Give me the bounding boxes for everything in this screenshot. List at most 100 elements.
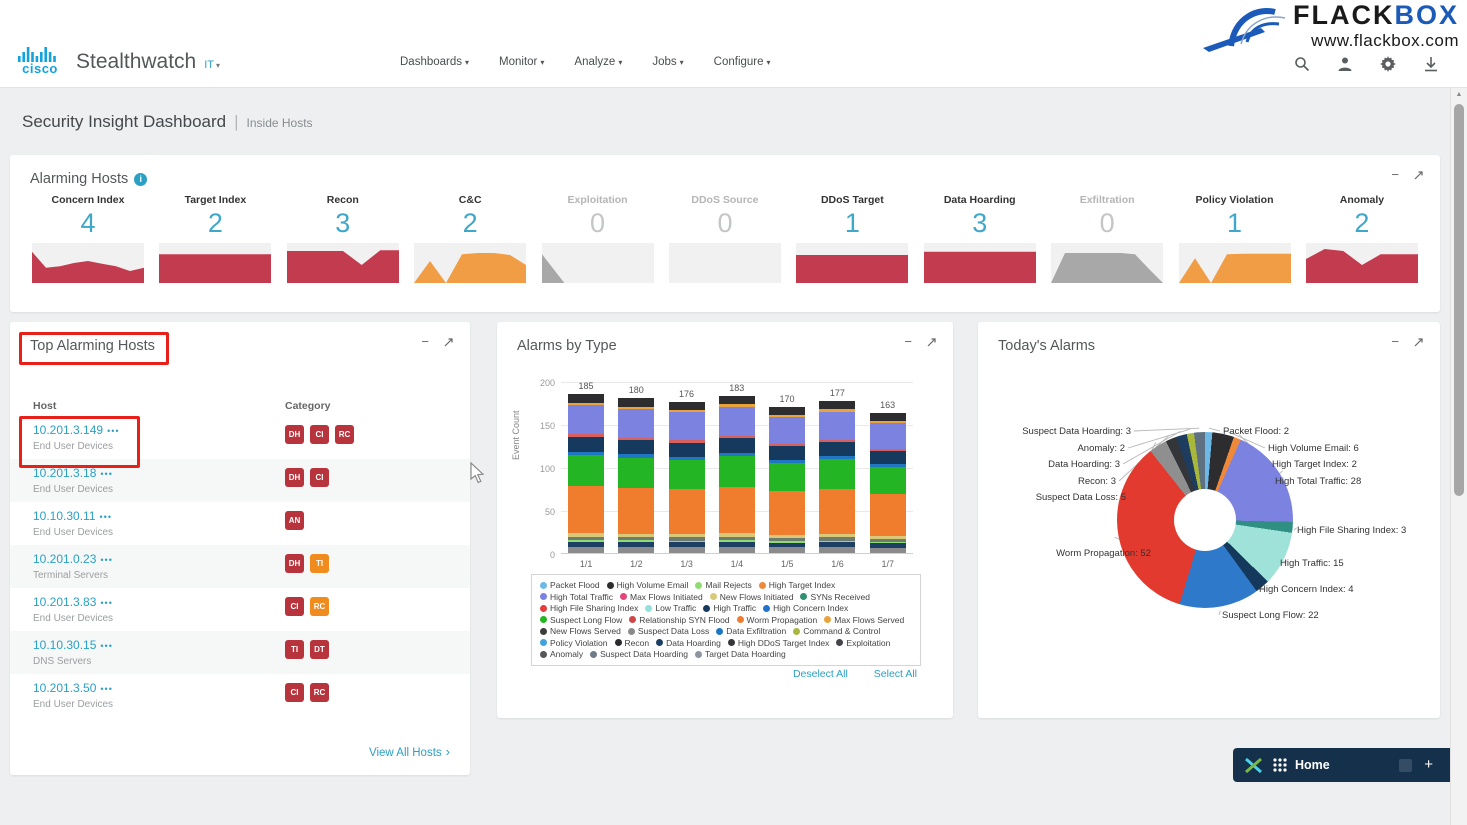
host-ip-link[interactable]: 10.10.30.11 [33,509,96,523]
legend-item[interactable]: Suspect Data Hoarding [590,649,688,659]
legend-item[interactable]: High Total Traffic [540,592,613,602]
host-ip-link[interactable]: 10.201.0.23 [33,552,97,566]
bar-segment [769,414,806,418]
host-ip-link[interactable]: 10.201.3.149 [33,423,104,437]
legend-item[interactable]: Max Flows Served [824,615,904,625]
legend-item[interactable]: High Traffic [703,603,756,613]
bar-segment [769,491,806,535]
legend-item[interactable]: New Flows Served [540,626,621,636]
category-sparkline [1051,243,1164,283]
x-tick-label: 1/4 [730,559,744,569]
legend-item[interactable]: New Flows Initiated [709,592,793,602]
scroll-up-arrow[interactable]: ▲ [1455,91,1463,98]
category-count[interactable]: 2 [1354,208,1370,238]
legend-item[interactable]: Target Data Hoarding [694,649,786,659]
nav-item-analyze[interactable]: Analyze ▾ [574,56,622,68]
host-more-menu[interactable]: ••• [100,641,113,651]
minimize-icon[interactable]: − [904,334,912,349]
category-count[interactable]: 2 [462,208,478,238]
expand-icon[interactable] [1413,170,1424,181]
nav-item-jobs[interactable]: Jobs ▾ [652,56,683,68]
legend-item[interactable]: Data Exfiltration [716,626,786,636]
badge-dh[interactable]: DH [285,554,304,573]
host-ip-link[interactable]: 10.201.3.83 [33,595,97,609]
host-more-menu[interactable]: ••• [100,555,113,565]
badge-ti[interactable]: TI [285,640,304,659]
legend-item[interactable]: Suspect Data Loss [627,626,709,636]
badge-dh[interactable]: DH [285,468,304,487]
deselect-all-link[interactable]: Deselect All [792,668,848,680]
expand-icon[interactable] [443,337,454,348]
search-icon[interactable] [1294,56,1310,72]
badge-rc[interactable]: RC [335,425,354,444]
badge-ci[interactable]: CI [310,468,329,487]
host-more-menu[interactable]: ••• [100,469,113,479]
legend-item[interactable]: Mail Rejects [695,580,752,590]
nav-item-configure[interactable]: Configure ▾ [714,56,771,68]
legend-item[interactable]: Anomaly [540,649,583,659]
download-icon[interactable] [1423,56,1439,72]
badge-dh[interactable]: DH [285,425,304,444]
legend-item[interactable]: High Volume Email [606,580,688,590]
legend-item[interactable]: Command & Control [793,626,880,636]
expand-icon[interactable] [926,337,937,348]
legend-item[interactable]: Max Flows Initiated [620,592,703,602]
plus-icon[interactable]: + [1424,756,1433,773]
legend-item[interactable]: Worm Propagation [736,615,817,625]
host-more-menu[interactable]: ••• [99,512,112,522]
host-more-menu[interactable]: ••• [100,598,113,608]
view-all-hosts-link[interactable]: View All Hosts › [369,744,450,759]
gear-icon[interactable] [1380,56,1396,72]
select-all-link[interactable]: Select All [873,668,917,680]
legend-item[interactable]: Suspect Long Flow [540,615,622,625]
legend-item[interactable]: Packet Flood [540,580,600,590]
legend-item[interactable]: Recon [614,638,649,648]
legend-item[interactable]: Policy Violation [540,638,608,648]
host-more-menu[interactable]: ••• [107,426,120,436]
category-count[interactable]: 4 [80,208,96,238]
legend-item[interactable]: High File Sharing Index [540,603,638,613]
host-ip-link[interactable]: 10.10.30.15 [33,638,97,652]
badge-rc[interactable]: RC [310,597,329,616]
legend-item[interactable]: High Concern Index [763,603,848,613]
category-count[interactable]: 2 [207,208,223,238]
scrollbar[interactable]: ▲ [1450,88,1467,825]
badge-ci[interactable]: CI [285,597,304,616]
host-more-menu[interactable]: ••• [100,684,113,694]
legend-item[interactable]: Data Hoarding [656,638,721,648]
info-icon[interactable]: i [134,173,148,186]
badge-ti[interactable]: TI [310,554,329,573]
legend-item[interactable]: Low Traffic [645,603,696,613]
host-ip-link[interactable]: 10.201.3.18 [33,466,97,480]
minimize-icon[interactable]: − [1391,167,1399,182]
scrollbar-thumb[interactable] [1454,104,1464,496]
category-count[interactable]: 1 [844,208,860,238]
domain-selector[interactable]: IT ▾ [204,59,220,74]
legend-item[interactable]: High DDoS Target Index [727,638,829,648]
badge-dt[interactable]: DT [310,640,329,659]
host-row: 10.201.3.83 ••• End User Devices CI RC [10,588,470,631]
pie-label-high-target-index: High Target Index: 2 [1272,459,1357,470]
category-count[interactable]: 3 [972,208,988,238]
category-count[interactable]: 3 [335,208,351,238]
badge-rc[interactable]: RC [310,683,329,702]
minimize-icon[interactable]: − [421,334,429,349]
taskbar-home-label[interactable]: Home [1295,758,1330,772]
app-grid-icon[interactable] [1273,758,1287,772]
nav-item-dashboards[interactable]: Dashboards ▾ [400,56,469,68]
expand-icon[interactable] [1413,337,1424,348]
minimize-icon[interactable]: − [1391,334,1399,349]
legend-item[interactable]: SYNs Received [800,592,870,602]
legend-item[interactable]: High Target Index [758,580,835,590]
user-icon[interactable] [1337,56,1353,72]
app-x-icon[interactable] [1245,757,1262,773]
bar-segment [819,542,856,548]
badge-ci[interactable]: CI [285,683,304,702]
category-count[interactable]: 1 [1227,208,1243,238]
nav-item-monitor[interactable]: Monitor ▾ [499,56,544,68]
host-ip-link[interactable]: 10.201.3.50 [33,681,97,695]
legend-item[interactable]: Relationship SYN Flood [629,615,730,625]
badge-an[interactable]: AN [285,511,304,530]
legend-item[interactable]: Exploitation [836,638,890,648]
badge-ci[interactable]: CI [310,425,329,444]
